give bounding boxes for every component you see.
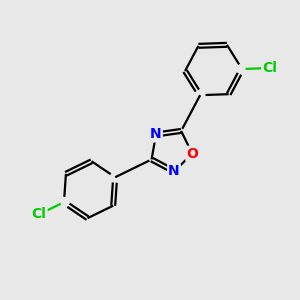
Text: N: N [168, 164, 180, 178]
Text: N: N [150, 128, 162, 142]
Text: O: O [186, 147, 198, 161]
Text: Cl: Cl [32, 207, 46, 221]
Text: Cl: Cl [262, 61, 277, 75]
